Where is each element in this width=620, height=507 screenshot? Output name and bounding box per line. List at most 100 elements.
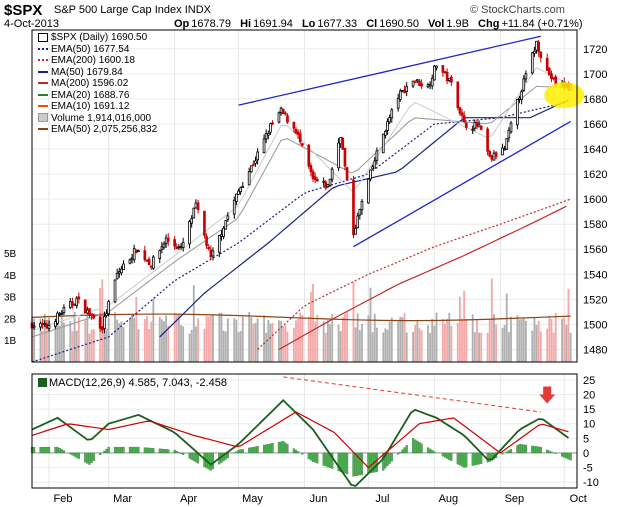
open-value: 1678.79 [191,18,232,30]
macd-histogram-bar [369,452,372,474]
candle-body [309,165,313,173]
macd-histogram-bar [99,452,102,456]
volume-bar [493,314,495,362]
volume-bar [43,313,46,362]
macd-histogram-bar [237,449,240,454]
candle-body [501,147,504,156]
candle-body [450,76,453,83]
volume-ema-line [31,313,571,322]
macd-histogram-bar [477,452,481,465]
candle-body [411,80,415,87]
volume-bar [309,292,312,362]
volume-bar [371,332,374,362]
macd-histogram-bar [471,452,474,466]
candle-body [507,130,511,139]
volume-bar [218,312,221,362]
macd-histogram-bar [567,452,570,460]
price-tick-label: 1620 [583,169,607,181]
close-label: Cl [366,18,378,30]
candle-body [32,325,36,328]
macd-histogram-bar [420,443,423,454]
legend-item: EMA(20) 1688.76 [38,90,129,101]
macd-histogram-bar [135,446,138,454]
candle-body [416,79,419,82]
macd-histogram-bar [239,449,242,454]
volume-bar [516,315,519,362]
candle-body [486,128,489,152]
candle-body [220,234,223,237]
legend-swatch [38,113,48,123]
candle-body [430,77,434,87]
macd-histogram-bar [190,452,193,460]
candle-body [177,246,181,249]
candle-body [105,313,108,317]
volume-bar [563,317,566,362]
candle-body [539,51,543,58]
volume-bar [148,329,151,362]
macd-tick-label: 20 [583,389,595,401]
macd-histogram-bar [286,444,289,454]
macd-histogram-bar [345,452,349,475]
candle-body [103,316,106,329]
candle-body [43,322,47,325]
candle-body [369,169,372,180]
candle-body [339,136,343,145]
macd-histogram-bar [360,452,364,475]
candle-body [117,271,121,274]
macd-histogram-bar [473,452,476,466]
candle-body [194,202,198,209]
macd-histogram-bar [426,447,430,454]
candle-body [128,259,132,264]
macd-histogram-bar [520,444,523,454]
candle-body [205,236,208,247]
candle-body [479,125,483,130]
candle-body [235,193,238,202]
macd-histogram-bar [507,450,510,454]
volume-bar [220,312,223,362]
change-label: Chg [478,18,500,30]
macd-histogram-bar [54,446,57,454]
macd-histogram-bar [86,452,89,464]
volume-bar [441,318,444,362]
candle-body [83,299,87,314]
macd-histogram-bar [75,452,78,458]
candle-body [371,166,374,170]
volume-bar [356,313,359,362]
volume-bar [56,319,59,362]
legend-label: EMA(50) 1677.54 [51,43,130,55]
volume-bar [490,278,493,362]
candle-body [494,152,498,157]
month-label: Sep [505,493,525,505]
candle-body [426,84,430,88]
volume-bar [177,314,180,362]
macd-histogram-bar [60,449,63,454]
candle-body [90,313,93,316]
volume-bar [284,325,287,362]
index-name: S&P 500 Large Cap Index INDX [54,4,211,16]
volume-bar [537,320,540,362]
macd-histogram-bar [356,452,359,476]
candle-body [88,308,91,316]
macd-histogram-bar [401,449,404,454]
candle-body [367,178,370,204]
price-tick-label: 1700 [583,69,607,81]
volume-bar [60,313,63,362]
volume-bar [403,312,406,362]
macd-histogram-bar [501,452,504,455]
volume-bar [226,318,229,362]
macd-histogram-bar [463,452,466,468]
volume-bar [495,324,498,362]
candle-body [460,112,464,116]
candle-body [56,312,59,324]
candle-body [390,109,394,119]
candle-body [45,323,49,329]
macd-histogram-bar [192,452,195,461]
macd-histogram-bar [47,446,51,454]
macd-histogram-bar [43,446,46,454]
volume-tick-label: 4B [4,271,17,282]
volume-bar [118,323,121,362]
candle-body [373,160,377,169]
candle-body [545,57,549,71]
close-value: 1690.50 [379,18,419,30]
legend-label: EMA(50) 2,075,256,832 [51,124,158,135]
